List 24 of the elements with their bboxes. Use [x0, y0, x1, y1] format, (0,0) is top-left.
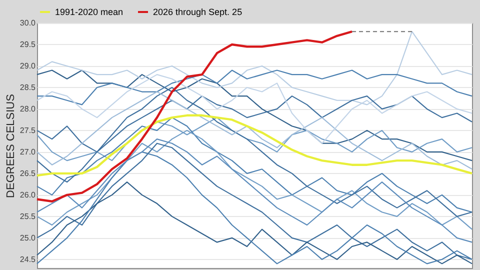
line-series	[36, 138, 473, 243]
y-tick-label: 26.5	[20, 168, 36, 178]
y-tick-label: 25.0	[20, 233, 36, 242]
legend-label: 1991-2020 mean	[55, 7, 124, 17]
y-tick-label: 24.5	[20, 254, 36, 264]
y-axis-title: DEGREES CELSIUS	[4, 94, 17, 198]
legend-label: 2026 through Sept. 25	[153, 7, 242, 17]
y-tick-label: 26.0	[20, 190, 36, 200]
line-series	[36, 30, 354, 202]
y-tick-label: 29.5	[20, 40, 36, 49]
y-tick-label: 29.0	[20, 61, 36, 70]
y-tick-label: 30.0	[20, 18, 36, 28]
y-tick-label: 27.5	[20, 126, 36, 135]
y-tick-label: 27.0	[20, 147, 36, 156]
y-tick-label: 25.5	[20, 212, 36, 221]
line-series	[36, 70, 473, 162]
y-tick-label: 28.0	[20, 104, 36, 114]
line-series	[36, 181, 473, 264]
line-series	[36, 117, 473, 213]
line-series	[36, 114, 474, 177]
y-tick-label: 28.5	[20, 82, 36, 92]
line-series	[36, 86, 473, 217]
line-series	[36, 70, 473, 106]
line-series	[36, 91, 473, 170]
